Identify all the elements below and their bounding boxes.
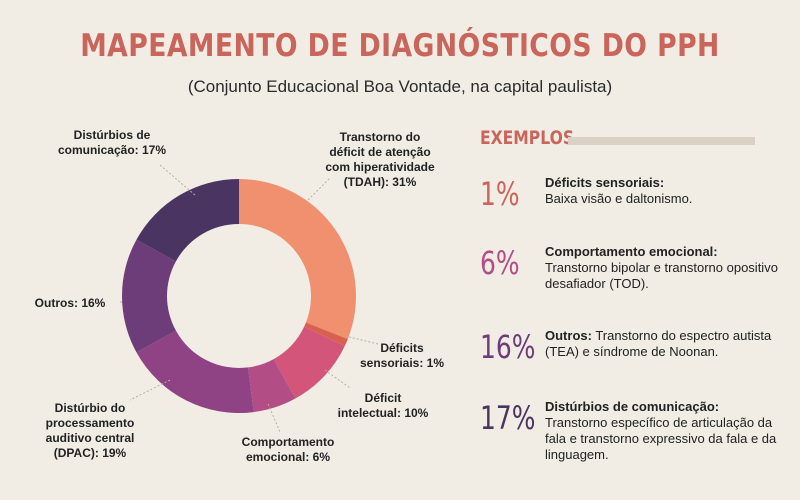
leader-line xyxy=(344,335,379,345)
slice-label: Distúrbio do processamento auditivo centra… xyxy=(46,401,135,460)
example-bold: Outros: xyxy=(545,328,592,343)
leader-line xyxy=(129,379,171,401)
leader-line xyxy=(267,403,281,433)
slice-label: Déficit intelectual: 10% xyxy=(338,391,429,420)
slice-label-line: emocional: 6% xyxy=(246,450,330,464)
slice-label-line: Comportamento xyxy=(242,435,335,449)
donut-slice xyxy=(136,330,254,413)
example-text: Comportamento emocional: Transtorno bipol… xyxy=(545,244,785,292)
slice-label-line: Déficits xyxy=(380,341,424,355)
example-bold: Déficits sensoriais: xyxy=(545,175,665,190)
example-text: Distúrbios de comunicação: Transtorno esp… xyxy=(545,399,785,463)
example-text: Déficits sensoriais: Baixa visão e dalton… xyxy=(545,175,785,207)
example-desc: Transtorno bipolar e transtorno opositiv… xyxy=(545,260,778,291)
slice-label: Déficits sensoriais: 1% xyxy=(360,341,444,370)
slice-label: Comportamento emocional: 6% xyxy=(242,435,335,464)
slice-label-line: sensoriais: 1% xyxy=(360,356,444,370)
donut-slice xyxy=(248,359,296,413)
slice-label: Transtorno do déficit de atenção com hiper… xyxy=(325,130,435,189)
slice-label-line: (DPAC): 19% xyxy=(54,446,127,460)
example-bold: Distúrbios de comunicação: xyxy=(545,399,720,414)
example-desc: Transtorno do espectro autista (TEA) e s… xyxy=(545,328,772,359)
page-title: MAPEAMENTO DE DIAGNÓSTICOS DO PPH xyxy=(80,28,720,64)
slice-label-line: intelectual: 10% xyxy=(338,406,429,420)
slice-label-line: auditivo central xyxy=(46,431,135,445)
slice-label-line: Déficit xyxy=(365,391,402,405)
example-desc: Transtorno específico de articulação da … xyxy=(545,415,777,462)
donut-slice xyxy=(239,179,356,340)
donut-slice xyxy=(273,326,345,399)
slice-label-line: Outros: 16% xyxy=(35,296,106,310)
examples-header-bar xyxy=(568,137,755,145)
example-bold: Comportamento emocional: xyxy=(545,244,718,259)
example-desc: Baixa visão e daltonismo. xyxy=(545,191,693,206)
slice-label: Outros: 16% xyxy=(35,296,106,310)
examples-header: EXEMPLOS xyxy=(480,127,575,149)
example-pct: 1% xyxy=(480,175,520,213)
slice-label-line: Distúrbios de xyxy=(74,128,151,142)
slice-label-line: comunicação: 17% xyxy=(58,143,166,157)
donut-slice xyxy=(136,179,239,262)
leader-line xyxy=(324,369,351,389)
page-subtitle: (Conjunto Educacional Boa Vontade, na ca… xyxy=(187,77,613,96)
example-pct: 6% xyxy=(480,244,520,282)
slice-label-line: Transtorno do xyxy=(340,130,421,144)
donut-chart: Transtorno do déficit de atenção com hiper… xyxy=(35,128,445,464)
donut-slice xyxy=(122,239,176,353)
leader-line xyxy=(307,177,331,201)
example-pct: 16% xyxy=(480,328,536,366)
slice-label-line: processamento xyxy=(46,416,135,430)
slice-label-line: déficit de atenção xyxy=(329,145,430,159)
slice-label: Distúrbios de comunicação: 17% xyxy=(58,128,166,157)
slice-label-line: (TDAH): 31% xyxy=(344,175,417,189)
example-pct: 17% xyxy=(480,399,536,437)
example-text: Outros: Transtorno do espectro autista (… xyxy=(545,328,785,360)
slice-label-line: Distúrbio do xyxy=(55,401,126,415)
slice-label-line: com hiperatividade xyxy=(325,160,435,174)
donut-slice xyxy=(304,322,348,346)
